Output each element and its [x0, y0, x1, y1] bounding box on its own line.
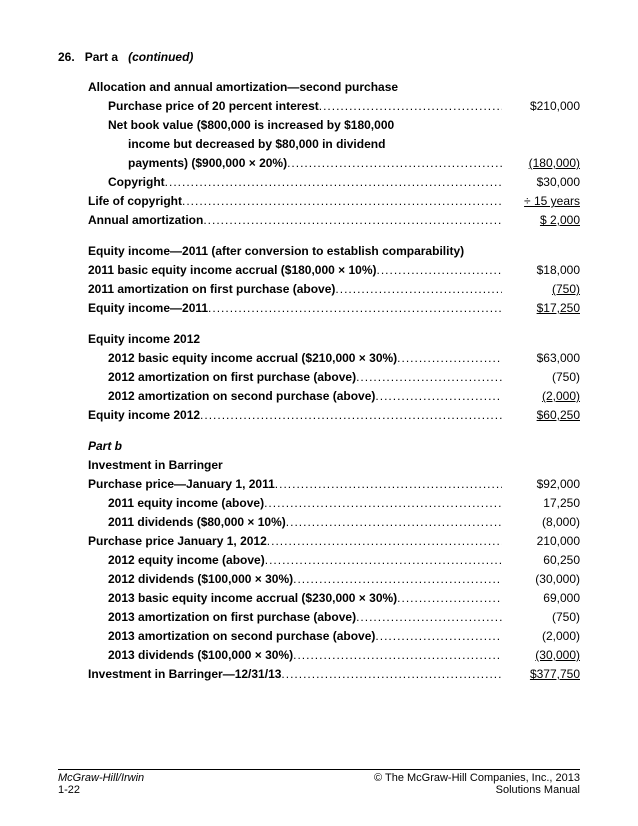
- footer-manual: Solutions Manual: [496, 784, 580, 796]
- leader-dots: [182, 192, 502, 210]
- leader-dots: [377, 261, 502, 279]
- leader-dots: [335, 280, 502, 298]
- life-copyright-value: ÷ 15 years: [502, 192, 580, 210]
- purchase-price-label: Purchase price of 20 percent interest: [88, 97, 319, 115]
- sec3-title: Equity income 2012: [88, 330, 200, 348]
- sec4-title: Investment in Barringer: [88, 456, 223, 474]
- sec4-r3-value: (8,000): [502, 513, 580, 531]
- sec4-r6-value: (30,000): [502, 570, 580, 588]
- part-a-label: Part a: [85, 50, 118, 64]
- sec4-r8-value: (750): [502, 608, 580, 626]
- sec3-r3-label: 2012 amortization on second purchase (ab…: [88, 387, 375, 405]
- sec4-r7-value: 69,000: [502, 589, 580, 607]
- leader-dots: [267, 532, 502, 550]
- leader-dots: [397, 589, 502, 607]
- sec2-r2-label: 2011 amortization on first purchase (abo…: [88, 280, 335, 298]
- footer-copyright: © The McGraw-Hill Companies, Inc., 2013: [374, 772, 580, 784]
- sec3-r2-value: (750): [502, 368, 580, 386]
- sec2-r1-label: 2011 basic equity income accrual ($180,0…: [88, 261, 377, 279]
- sec4-r5-label: 2012 equity income (above): [88, 551, 265, 569]
- purchase-price-value: $210,000: [502, 97, 580, 115]
- sec4-r11-value: $377,750: [502, 665, 580, 683]
- sec2-r3-label: Equity income—2011: [88, 299, 208, 317]
- leader-dots: [375, 627, 502, 645]
- leader-dots: [208, 299, 502, 317]
- leader-dots: [265, 551, 502, 569]
- copyright-label: Copyright: [88, 173, 165, 191]
- leader-dots: [264, 494, 502, 512]
- sec3-r2-label: 2012 amortization on first purchase (abo…: [88, 368, 356, 386]
- content-body: Allocation and annual amortization—secon…: [88, 78, 580, 683]
- sec4-r10-value: (30,000): [502, 646, 580, 664]
- leader-dots: [356, 368, 502, 386]
- sec1-title: Allocation and annual amortization—secon…: [88, 78, 398, 96]
- footer-page-number: 1-22: [58, 784, 80, 796]
- leader-dots: [375, 387, 502, 405]
- leader-dots: [281, 665, 502, 683]
- sec3-r1-label: 2012 basic equity income accrual ($210,0…: [88, 349, 397, 367]
- leader-dots: [275, 475, 502, 493]
- sec3-r1-value: $63,000: [502, 349, 580, 367]
- leader-dots: [287, 154, 502, 172]
- footer-publisher: McGraw-Hill/Irwin: [58, 772, 144, 784]
- sec4-r1-value: $92,000: [502, 475, 580, 493]
- copyright-value: $30,000: [502, 173, 580, 191]
- annual-amort-value: $ 2,000: [502, 211, 580, 229]
- sec4-r2-label: 2011 equity income (above): [88, 494, 264, 512]
- sec2-title: Equity income—2011 (after conversion to …: [88, 242, 464, 260]
- sec4-r4-label: Purchase price January 1, 2012: [88, 532, 267, 550]
- sec4-r2-value: 17,250: [502, 494, 580, 512]
- leader-dots: [356, 608, 502, 626]
- net-book-value: (180,000): [502, 154, 580, 172]
- part-b-label: Part b: [88, 437, 122, 455]
- net-book-line3: payments) ($900,000 × 20%): [88, 154, 287, 172]
- sec3-r3-value: (2,000): [502, 387, 580, 405]
- sec3-r4-label: Equity income 2012: [88, 406, 200, 424]
- page: 26. Part a (continued) Allocation and an…: [0, 0, 638, 826]
- page-footer: McGraw-Hill/Irwin © The McGraw-Hill Comp…: [58, 769, 580, 796]
- sec4-r7-label: 2013 basic equity income accrual ($230,0…: [88, 589, 397, 607]
- net-book-line2: income but decreased by $80,000 in divid…: [88, 135, 385, 153]
- annual-amort-label: Annual amortization: [88, 211, 203, 229]
- sec4-r3-label: 2011 dividends ($80,000 × 10%): [88, 513, 286, 531]
- sec4-r5-value: 60,250: [502, 551, 580, 569]
- leader-dots: [319, 97, 502, 115]
- sec4-r1-label: Purchase price—January 1, 2011: [88, 475, 275, 493]
- sec2-r2-value: (750): [502, 280, 580, 298]
- sec4-r6-label: 2012 dividends ($100,000 × 30%): [88, 570, 293, 588]
- leader-dots: [286, 513, 502, 531]
- sec4-r10-label: 2013 dividends ($100,000 × 30%): [88, 646, 293, 664]
- leader-dots: [293, 570, 502, 588]
- sec4-r9-value: (2,000): [502, 627, 580, 645]
- sec4-r4-value: 210,000: [502, 532, 580, 550]
- sec4-r11-label: Investment in Barringer—12/31/13: [88, 665, 281, 683]
- leader-dots: [165, 173, 502, 191]
- leader-dots: [203, 211, 502, 229]
- continued-label: (continued): [128, 50, 193, 64]
- footer-rule: [58, 769, 580, 770]
- problem-header: 26. Part a (continued): [58, 50, 580, 64]
- sec3-r4-value: $60,250: [502, 406, 580, 424]
- net-book-line1: Net book value ($800,000 is increased by…: [88, 116, 394, 134]
- leader-dots: [200, 406, 502, 424]
- leader-dots: [293, 646, 502, 664]
- sec4-r8-label: 2013 amortization on first purchase (abo…: [88, 608, 356, 626]
- sec4-r9-label: 2013 amortization on second purchase (ab…: [88, 627, 375, 645]
- life-copyright-label: Life of copyright: [88, 192, 182, 210]
- problem-number: 26.: [58, 50, 75, 64]
- sec2-r3-value: $17,250: [502, 299, 580, 317]
- sec2-r1-value: $18,000: [502, 261, 580, 279]
- leader-dots: [397, 349, 502, 367]
